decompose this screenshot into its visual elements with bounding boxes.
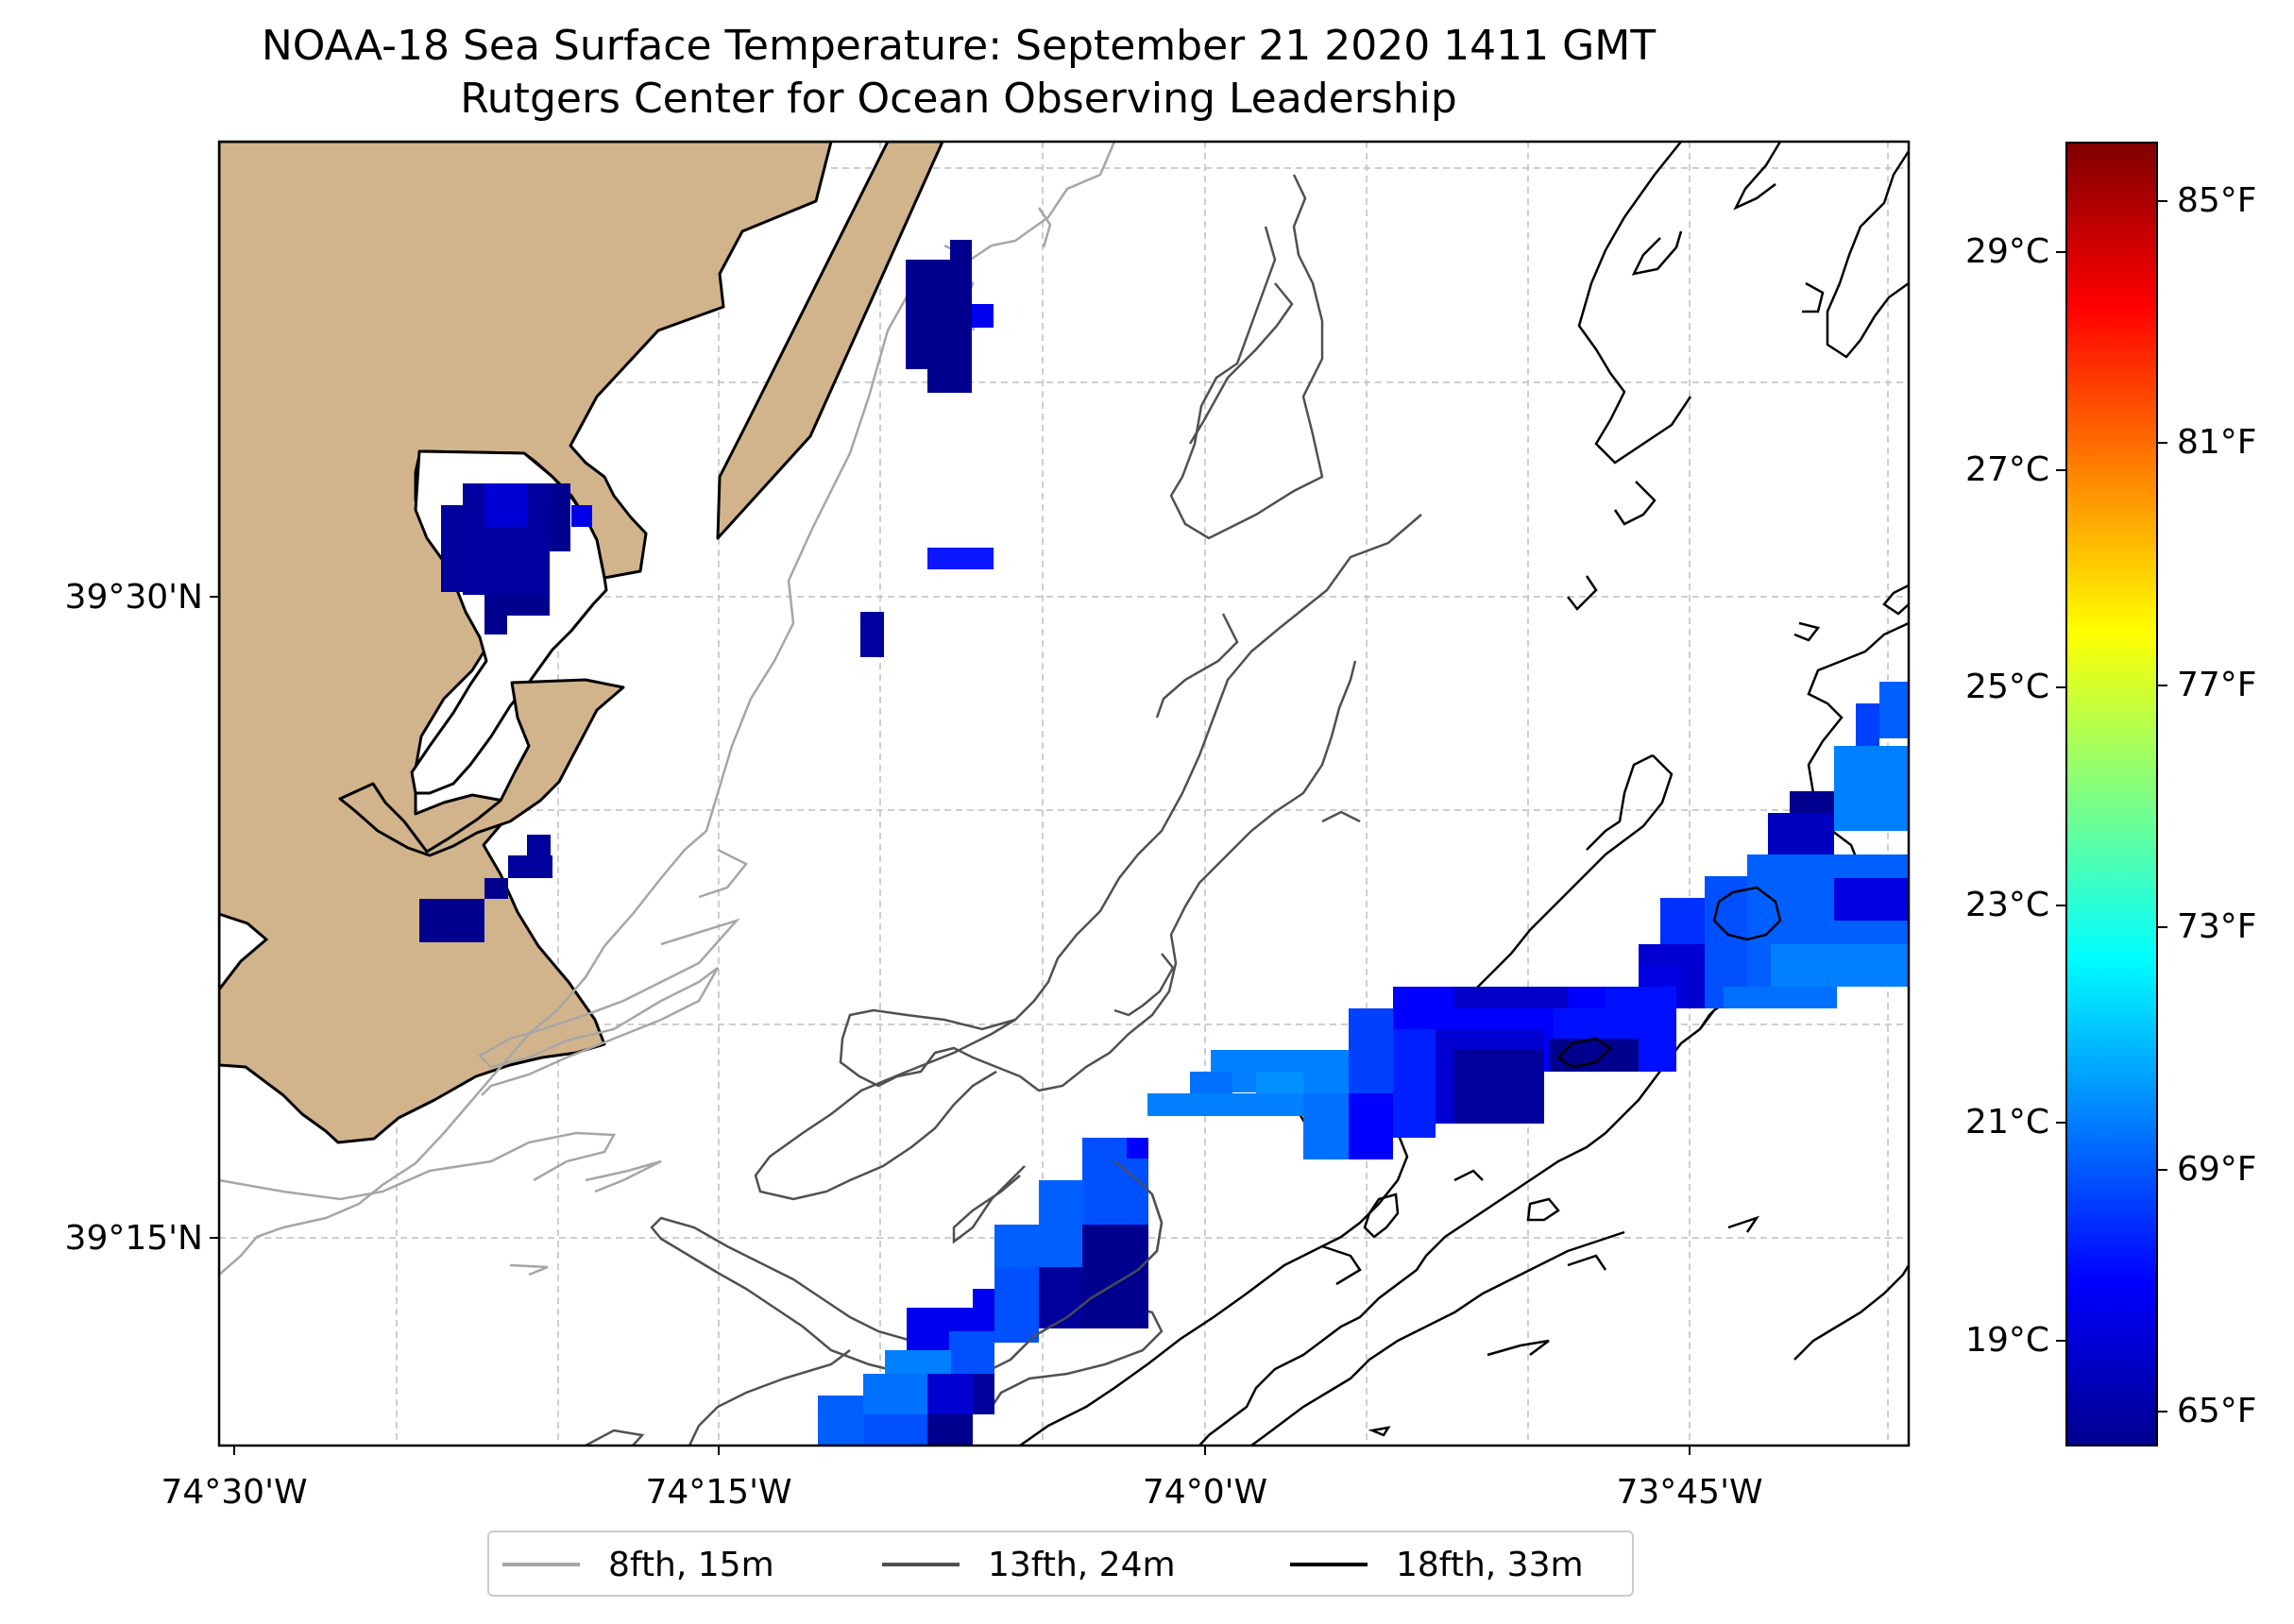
legend-item-8fth: 8fth, 15m (502, 1542, 774, 1587)
lon-label-7415: 74°15'W (645, 1473, 792, 1512)
axis-ticks (210, 596, 1691, 1455)
land-island (338, 678, 625, 857)
colorbar-c-21: 21°C (1965, 1103, 2049, 1142)
lon-label-7430: 74°30'W (161, 1473, 308, 1512)
colorbar-f-81: 81°F (2177, 423, 2257, 462)
barrier-island (716, 142, 944, 540)
legend-item-18fth: 18fth, 33m (1290, 1542, 1584, 1587)
colorbar-f-73: 73°F (2177, 907, 2257, 946)
legend-line-13fth (882, 1563, 960, 1566)
map-border (217, 140, 1911, 1447)
chart-subtitle: Rutgers Center for Ocean Observing Leade… (460, 75, 1457, 123)
legend-label-18fth: 18fth, 33m (1396, 1545, 1584, 1584)
legend: 8fth, 15m 13fth, 24m 18fth, 33m (487, 1531, 1634, 1597)
lon-label-7345: 73°45'W (1616, 1473, 1763, 1512)
legend-item-13fth: 13fth, 24m (882, 1542, 1176, 1587)
legend-label-8fth: 8fth, 15m (608, 1545, 774, 1584)
legend-line-18fth (1290, 1563, 1368, 1566)
sst-pixels (419, 240, 1909, 1446)
colorbar (2065, 142, 2158, 1446)
lat-label-3915: 39°15'N (64, 1219, 203, 1258)
colorbar-c-29: 29°C (1965, 232, 2049, 271)
water-inlet (219, 912, 269, 992)
colorbar-f-85: 85°F (2177, 181, 2257, 220)
colorbar-f-69: 69°F (2177, 1150, 2257, 1189)
colorbar-c-19: 19°C (1965, 1321, 2049, 1360)
colorbar-c-23: 23°C (1965, 886, 2049, 924)
lon-label-7400: 74°0'W (1142, 1473, 1268, 1512)
colorbar-gradient (2067, 144, 2156, 1445)
chart-title: NOAA-18 Sea Surface Temperature: Septemb… (261, 22, 1657, 70)
lat-label-3930: 39°30'N (64, 578, 203, 617)
colorbar-c-27: 27°C (1965, 450, 2049, 489)
legend-label-13fth: 13fth, 24m (988, 1545, 1176, 1584)
contour-13fth (585, 174, 1422, 1446)
legend-line-8fth (502, 1563, 580, 1566)
colorbar-c-25: 25°C (1965, 668, 2049, 706)
colorbar-f-77: 77°F (2177, 666, 2257, 704)
colorbar-f-65: 65°F (2177, 1392, 2257, 1430)
land-area (219, 142, 833, 1144)
